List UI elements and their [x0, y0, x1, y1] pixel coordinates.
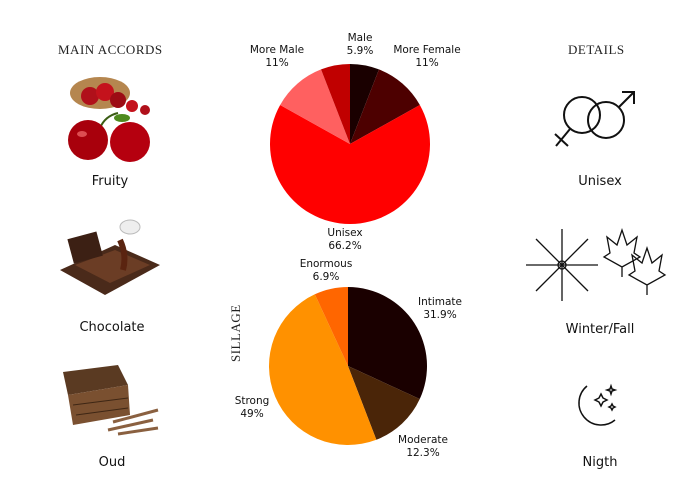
pie2-slice-intimate	[348, 287, 427, 400]
oud-wood-image	[63, 365, 159, 436]
accord-fruity-label: Fruity	[91, 174, 129, 189]
pie1-label-more-female: More Female 11%	[393, 44, 461, 69]
pie1-slice-more-female	[350, 69, 420, 144]
pie1-slice-unisex	[270, 105, 430, 224]
detail-time-label: Nigth	[582, 455, 618, 470]
detail-season-label: Winter/Fall	[565, 322, 635, 337]
pie1-label-male: Male 5.9%	[346, 32, 374, 57]
pie2-label-enormous: Enormous 6.9%	[299, 258, 353, 283]
main-accords-title: MAIN ACCORDS	[58, 42, 163, 57]
details-title: DETAILS	[568, 42, 625, 57]
pie1-slice-unlabeled	[350, 64, 379, 144]
snowflake-maple-leaves-icon	[526, 227, 667, 301]
pie1-slice-male	[321, 64, 350, 144]
gender-symbols-icon	[554, 91, 635, 147]
detail-unisex-label: Unisex	[578, 174, 622, 189]
pie2-slice-strong	[268, 294, 377, 445]
sillage-axis-title: SILLAGE	[228, 304, 243, 362]
moon-stars-icon	[578, 383, 618, 426]
chocolate-image	[60, 219, 160, 295]
pie2-slice-moderate	[348, 366, 420, 440]
pie1-label-unisex: Unisex 66.2%	[327, 227, 363, 252]
accord-oud-label: Oud	[98, 455, 126, 470]
pie2-label-intimate: Intimate 31.9%	[417, 296, 463, 321]
cherries-image	[68, 77, 150, 162]
pie2-slice-enormous	[314, 287, 348, 366]
pie1-slice-more-male	[280, 69, 350, 144]
pie2-label-moderate: Moderate 12.3%	[398, 434, 448, 459]
accord-chocolate-label: Chocolate	[79, 320, 145, 335]
pie2-label-strong: Strong 49%	[234, 395, 270, 420]
pie1-label-more-male: More Male 11%	[249, 44, 305, 69]
